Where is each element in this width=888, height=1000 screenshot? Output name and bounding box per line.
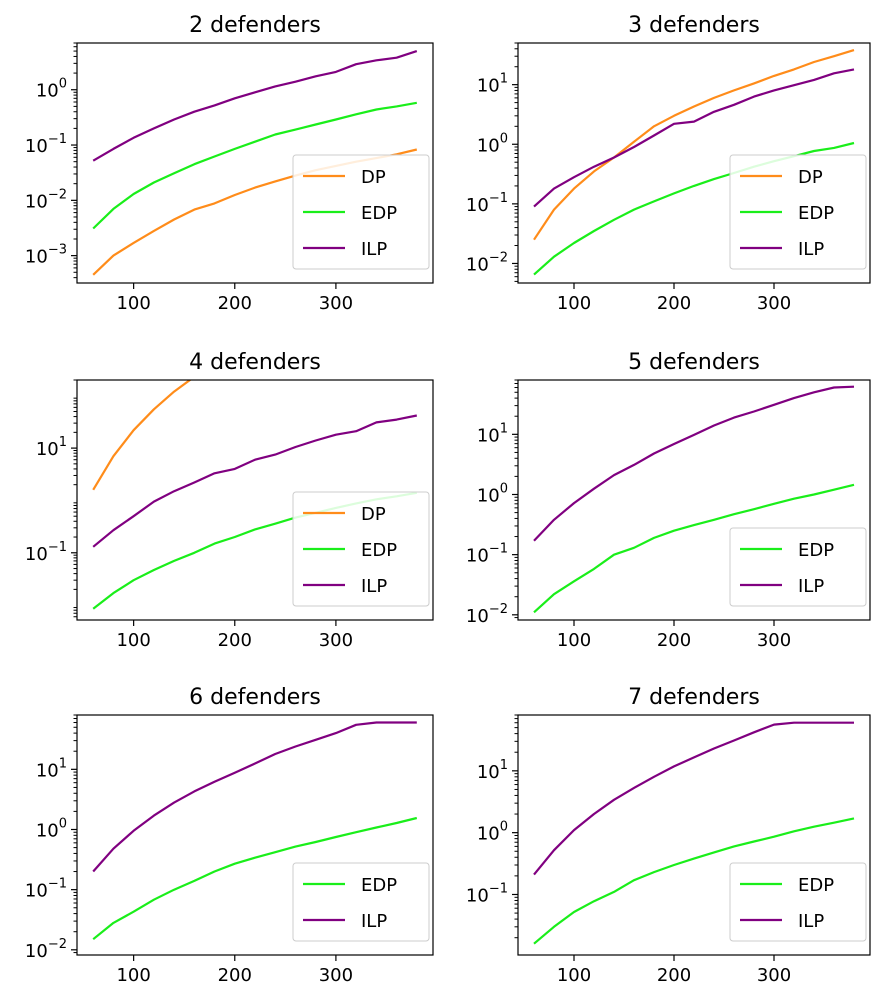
chart-panel-6: 7 defenders 100 200 300 10−1 100 101 EDP ILP: [466, 685, 871, 986]
series-line-ilp: [533, 385, 855, 542]
series-line-edp: [92, 101, 417, 230]
x-tick-label: 200: [218, 293, 252, 314]
y-tick-label: 100: [477, 820, 508, 845]
series-line-dp: [92, 380, 192, 491]
x-tick-label: 300: [757, 293, 791, 314]
chart-panel-1: 2 defenders 100 200 300 10−3 10−2 10−1 100 DP EDP…: [25, 13, 434, 314]
legend-label-edp: EDP: [361, 875, 397, 896]
axes-frame: [76, 42, 434, 284]
y-tick-label: 101: [36, 435, 67, 460]
legend-label-ilp: ILP: [798, 239, 824, 260]
x-tick-label: 100: [116, 293, 150, 314]
y-tick-label: 10−2: [25, 187, 67, 212]
axes-frame: [76, 379, 434, 621]
y-tick-label: 10−1: [466, 542, 508, 567]
legend-box: [729, 527, 867, 607]
legend: DP EDP ILP: [292, 154, 430, 270]
legend-label-ilp: ILP: [361, 576, 387, 597]
y-tick-label: 10−2: [466, 602, 508, 627]
legend-label-dp: DP: [361, 504, 386, 525]
legend: EDP ILP: [729, 862, 867, 942]
legend-label-ilp: ILP: [798, 576, 824, 597]
y-tick-label: 100: [477, 481, 508, 506]
chart-title: 3 defenders: [628, 13, 760, 38]
y-tick-label: 10−1: [25, 132, 67, 157]
x-tick-label: 200: [218, 630, 252, 651]
chart-panel-2: 3 defenders 100 200 300 10−2 10−1 100 101 DP EDP I…: [466, 13, 871, 314]
legend-box: [292, 154, 430, 270]
series-line-ilp: [533, 721, 854, 876]
legend-label-ilp: ILP: [798, 911, 824, 932]
legend: DP EDP ILP: [729, 154, 867, 270]
chart-title: 7 defenders: [628, 685, 760, 710]
x-tick-label: 100: [557, 965, 591, 986]
series-line-dp: [533, 49, 855, 241]
y-tick-label: 100: [477, 131, 508, 156]
y-tick-label: 10−1: [25, 540, 67, 565]
axes-frame: [517, 42, 871, 284]
x-tick-label: 100: [557, 630, 591, 651]
series-line-ilp: [533, 68, 855, 208]
y-tick-label: 100: [36, 816, 67, 841]
chart-title: 2 defenders: [189, 13, 321, 38]
series-line-edp: [533, 483, 855, 614]
x-tick-label: 300: [757, 965, 791, 986]
legend: EDP ILP: [292, 862, 430, 942]
y-tick-label: 101: [36, 756, 67, 781]
y-tick-label: 10−2: [466, 250, 508, 275]
x-tick-label: 100: [116, 630, 150, 651]
x-tick-label: 100: [557, 293, 591, 314]
chart-title: 4 defenders: [189, 350, 321, 375]
legend-box: [292, 491, 430, 607]
x-tick-label: 300: [319, 965, 353, 986]
x-tick-label: 200: [657, 630, 691, 651]
x-tick-label: 300: [319, 630, 353, 651]
series-line-edp: [533, 817, 855, 945]
legend-box: [292, 862, 430, 942]
y-tick-label: 101: [477, 421, 508, 446]
y-tick-label: 101: [477, 72, 508, 97]
series-line-edp: [92, 816, 418, 941]
x-tick-label: 300: [319, 293, 353, 314]
legend-label-ilp: ILP: [361, 911, 387, 932]
legend: EDP ILP: [729, 527, 867, 607]
chart-panel-3: 4 defenders 100 200 300 10−1 101 DP EDP ILP: [25, 350, 434, 651]
legend-label-dp: DP: [361, 167, 386, 188]
x-tick-label: 200: [657, 293, 691, 314]
x-tick-label: 100: [116, 965, 150, 986]
x-tick-label: 200: [218, 965, 252, 986]
chart-panel-5: 6 defenders 100 200 300 10−2 10−1 100 101 EDP ILP: [25, 685, 434, 986]
legend-box: [729, 154, 867, 270]
y-tick-label: 101: [477, 758, 508, 783]
series-line-ilp: [92, 414, 418, 548]
legend-label-edp: EDP: [361, 203, 397, 224]
legend: DP EDP ILP: [292, 491, 430, 607]
x-tick-label: 200: [657, 965, 691, 986]
x-tick-label: 300: [757, 630, 791, 651]
y-tick-label: 10−1: [466, 191, 508, 216]
legend-label-dp: DP: [798, 167, 823, 188]
series-line-edp: [533, 141, 855, 276]
legend-box: [729, 862, 867, 942]
chart-title: 6 defenders: [189, 685, 321, 710]
chart-title: 5 defenders: [628, 350, 760, 375]
series-line-ilp: [92, 721, 417, 873]
legend-label-ilp: ILP: [361, 239, 387, 260]
chart-panel-4: 5 defenders 100 200 300 10−2 10−1 100 101 EDP ILP: [466, 350, 871, 651]
y-tick-label: 10−2: [25, 937, 67, 962]
y-tick-label: 100: [36, 77, 67, 102]
legend-label-edp: EDP: [361, 540, 397, 561]
legend-label-edp: EDP: [798, 540, 834, 561]
legend-label-edp: EDP: [798, 203, 834, 224]
y-tick-label: 10−1: [25, 877, 67, 902]
y-tick-label: 10−3: [25, 243, 67, 268]
legend-label-edp: EDP: [798, 875, 834, 896]
y-tick-label: 10−1: [466, 881, 508, 906]
series-line-ilp: [92, 50, 418, 162]
